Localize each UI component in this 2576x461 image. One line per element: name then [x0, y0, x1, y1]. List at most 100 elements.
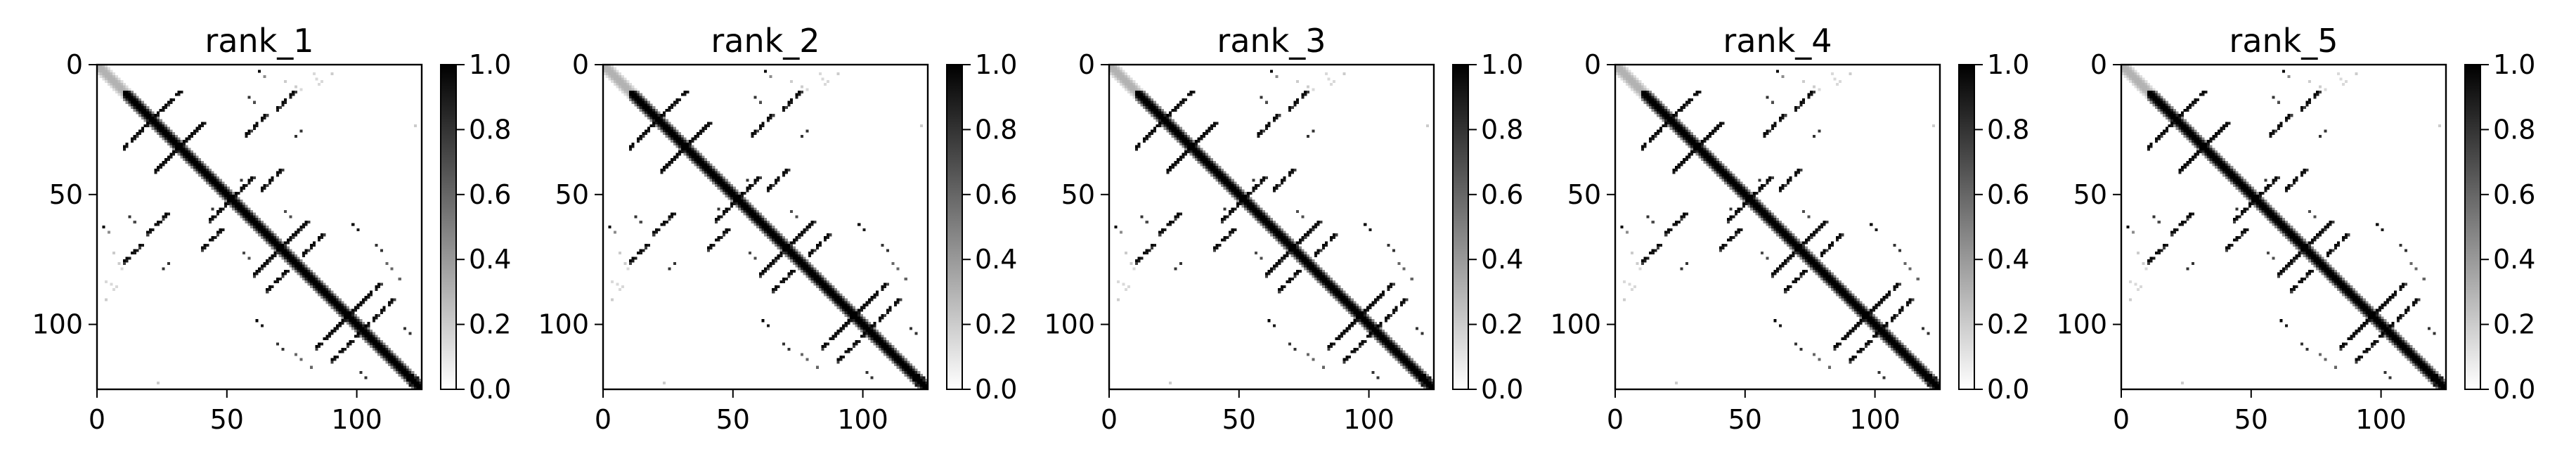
- heatmap-cell: [1298, 241, 1302, 245]
- heatmap-cell: [138, 108, 142, 112]
- heatmap-cell: [697, 152, 700, 156]
- heatmap-cell: [390, 301, 394, 304]
- heatmap-cell: [1330, 287, 1333, 291]
- heatmap-cell: [1719, 160, 1722, 164]
- heatmap-cell: [1802, 259, 1806, 263]
- heatmap-cell: [302, 223, 306, 226]
- heatmap-cell: [1638, 82, 1642, 86]
- heatmap-cell: [1288, 249, 1292, 252]
- heatmap-cell: [1238, 200, 1242, 203]
- heatmap-cell: [1364, 319, 1367, 323]
- heatmap-cell: [346, 306, 349, 309]
- heatmap-cell: [621, 88, 624, 91]
- heatmap-cell: [1778, 233, 1782, 237]
- heatmap-cell: [1264, 100, 1268, 104]
- heatmap-cell: [1794, 108, 1798, 112]
- heatmap-cell: [268, 178, 271, 182]
- heatmap-cell: [1280, 257, 1283, 260]
- heatmap-cell: [808, 226, 812, 229]
- heatmap-cell: [284, 100, 287, 104]
- heatmap-cell: [1703, 150, 1707, 154]
- heatmap-cell: [252, 215, 256, 219]
- heatmap-cell: [1423, 384, 1427, 387]
- heatmap-cell: [1179, 137, 1182, 141]
- heatmap-cell: [1914, 355, 1917, 358]
- heatmap-cell: [1885, 293, 1889, 297]
- heatmap-cell: [1677, 163, 1681, 167]
- heatmap-cell: [1280, 244, 1283, 247]
- heatmap-cell: [1353, 347, 1357, 351]
- heatmap-cell: [1215, 246, 1219, 249]
- heatmap-cell: [1771, 212, 1774, 216]
- heatmap-cell: [1408, 371, 1411, 375]
- heatmap-cell: [782, 106, 786, 110]
- heatmap-cell: [1721, 122, 1725, 125]
- heatmap-cell: [1818, 272, 1821, 275]
- heatmap-cell: [671, 129, 674, 133]
- heatmap-cell: [206, 181, 209, 185]
- heatmap-cell: [1675, 116, 1678, 119]
- heatmap-cell: [99, 70, 103, 73]
- heatmap-cell: [390, 350, 394, 353]
- heatmap-cell: [917, 381, 921, 384]
- heatmap-cell: [1812, 257, 1816, 260]
- heatmap-cell: [1431, 387, 1435, 390]
- heatmap-cell: [315, 77, 318, 81]
- heatmap-cell: [281, 168, 285, 171]
- heatmap-cell: [1177, 158, 1180, 162]
- heatmap-cell: [1818, 259, 1821, 263]
- heatmap-cell: [870, 298, 874, 301]
- heatmap-cell: [821, 278, 824, 281]
- heatmap-cell: [1184, 152, 1188, 156]
- heatmap-cell: [1280, 287, 1283, 291]
- heatmap-cell: [1659, 129, 1662, 133]
- heatmap-cell: [107, 70, 110, 73]
- heatmap-cell: [626, 90, 630, 94]
- heatmap-cell: [1794, 238, 1798, 242]
- heatmap-cell: [110, 82, 113, 86]
- heatmap-cell: [855, 319, 858, 323]
- heatmap-cell: [647, 244, 650, 247]
- heatmap-cell: [631, 90, 635, 94]
- heatmap-cell: [281, 241, 285, 245]
- heatmap-cell: [1148, 134, 1151, 138]
- heatmap-cell: [1742, 189, 1746, 193]
- heatmap-cell: [613, 77, 616, 81]
- heatmap-cell: [919, 124, 923, 128]
- heatmap-cell: [808, 252, 812, 255]
- heatmap-cell: [408, 368, 412, 372]
- heatmap-cell: [1794, 278, 1798, 281]
- heatmap-cell: [1332, 80, 1335, 84]
- heatmap-cell: [408, 381, 412, 384]
- heatmap-cell: [1792, 252, 1795, 255]
- heatmap-cell: [1820, 252, 1824, 255]
- heatmap-cell: [766, 226, 770, 229]
- heatmap-cell: [1929, 371, 1933, 375]
- heatmap-cell: [315, 283, 318, 286]
- heatmap-cell: [1841, 337, 1844, 341]
- heatmap-cell: [226, 194, 230, 197]
- heatmap-cell: [1771, 215, 1774, 219]
- heatmap-cell: [839, 298, 843, 301]
- heatmap-cell: [800, 257, 803, 260]
- heatmap-cell: [1740, 189, 1743, 193]
- heatmap-cell: [151, 228, 155, 231]
- heatmap-cell: [1158, 233, 1162, 237]
- heatmap-cell: [826, 287, 829, 291]
- heatmap-cell: [1249, 209, 1253, 214]
- heatmap-cell: [115, 80, 118, 84]
- heatmap-cell: [198, 174, 202, 177]
- heatmap-cell: [1737, 194, 1740, 197]
- heatmap-cell: [808, 267, 812, 271]
- heatmap-cell: [380, 309, 383, 312]
- heatmap-cell: [1340, 332, 1343, 335]
- heatmap-cell: [1872, 306, 1875, 309]
- heatmap-cell: [694, 155, 697, 159]
- heatmap-cell: [1327, 275, 1331, 278]
- heatmap-cell: [1382, 329, 1385, 333]
- heatmap-cell: [1631, 82, 1634, 86]
- heatmap-cell: [844, 306, 848, 309]
- heatmap-cell: [1145, 220, 1148, 223]
- heatmap-cell: [857, 311, 861, 315]
- heatmap-cell: [1309, 259, 1312, 263]
